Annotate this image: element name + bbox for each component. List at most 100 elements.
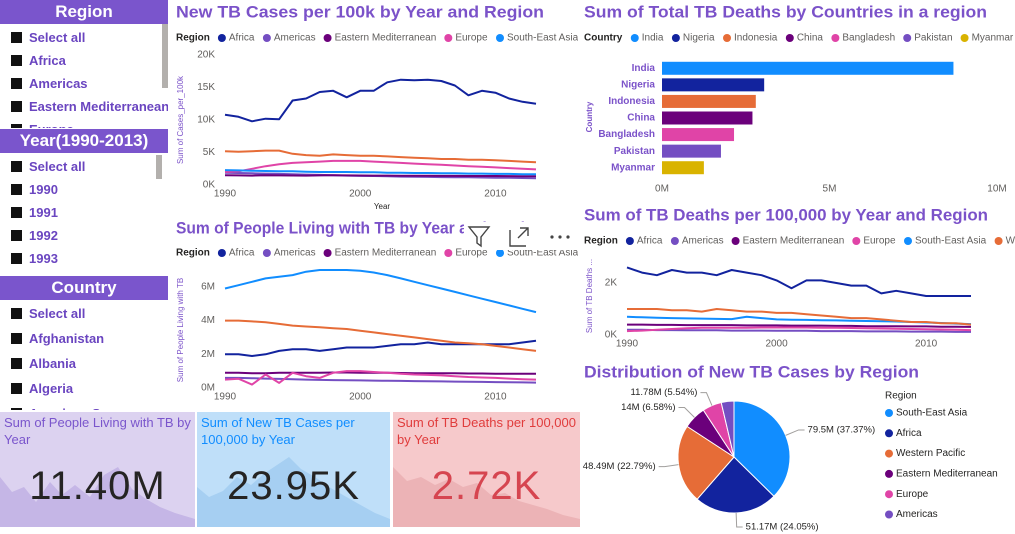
slicer-item[interactable]: 1992 <box>0 224 168 247</box>
legend-label: Eastern Mediterranean <box>896 469 998 480</box>
slicer-item[interactable]: Algeria <box>0 376 168 401</box>
legend-marker <box>262 34 271 42</box>
chart-title: Sum of TB Deaths per 100,000 by Year and… <box>584 205 988 224</box>
legend-label: Eastern Mediterranean <box>743 236 845 247</box>
legend-label: Myanmar <box>972 33 1014 44</box>
x-tick-label: 2000 <box>765 339 788 350</box>
legend-marker <box>994 237 1003 245</box>
checkbox[interactable] <box>11 408 22 410</box>
scrollbar[interactable] <box>162 24 168 88</box>
checkbox[interactable] <box>11 333 22 344</box>
legend-label: Africa <box>637 236 663 247</box>
slicer-item[interactable]: Africa <box>0 49 168 72</box>
card-title: Sum of New TB Cases per 100,000 by Year <box>201 415 355 447</box>
checkbox[interactable] <box>11 32 22 43</box>
slicer-item[interactable]: 1993 <box>0 247 168 269</box>
x-tick-label: 2000 <box>349 189 372 200</box>
data-label: 51.17M (24.05%) <box>746 521 819 532</box>
item-label: Albania <box>29 356 76 371</box>
x-axis-title: Year <box>374 202 391 211</box>
bar <box>662 161 704 175</box>
checkbox[interactable] <box>11 161 22 172</box>
series-line <box>225 319 537 352</box>
y-tick-label: 0K <box>605 330 618 341</box>
legend-marker <box>885 429 893 438</box>
card-value: 23.95K <box>227 464 360 508</box>
y-axis-title: Country <box>585 101 594 132</box>
sparkline-area <box>197 457 390 527</box>
slicer-item[interactable]: Afghanistan <box>0 326 168 351</box>
slicer-item[interactable]: Select all <box>0 26 168 49</box>
y-axis-title: Sum of People Living with TB <box>176 278 185 382</box>
checkbox[interactable] <box>11 230 22 241</box>
series-line <box>626 315 972 326</box>
legend-title: Region <box>176 248 210 259</box>
visual-toolbar <box>464 222 576 250</box>
checkbox[interactable] <box>11 207 22 218</box>
checkbox[interactable] <box>11 101 22 112</box>
country-slicer: Country Select all Afghanistan Albania A… <box>0 276 168 410</box>
legend-label: Western Pacific <box>1006 236 1015 247</box>
card-title: Sum of TB Deaths per 100,000 by Year <box>397 415 576 447</box>
legend-label: Eastern Mediterranean <box>335 33 437 44</box>
slicer-item[interactable]: American Samoa <box>0 401 168 410</box>
legend-marker <box>323 34 332 42</box>
checkbox[interactable] <box>11 308 22 319</box>
legend-label: Africa <box>229 248 255 259</box>
item-label: Europe <box>29 122 74 128</box>
legend-marker <box>723 34 732 42</box>
pie-slice <box>677 425 735 500</box>
item-label: Select all <box>29 159 86 174</box>
legend-marker <box>495 249 504 257</box>
series-line <box>224 370 537 386</box>
item-label: 1993 <box>29 251 58 266</box>
category-label: Indonesia <box>608 96 655 107</box>
card-sparkline <box>393 467 580 527</box>
series-line <box>224 159 537 173</box>
more-options-icon[interactable] <box>550 235 570 239</box>
data-label: 48.49M (22.79%) <box>583 461 656 472</box>
category-label: China <box>627 113 655 124</box>
bar <box>662 144 721 158</box>
slicer-item[interactable]: 1990 <box>0 178 168 201</box>
legend-marker <box>885 510 893 519</box>
legend-label: Bangladesh <box>842 33 895 44</box>
chart-panel: Sum of TB Deaths per 100,000 by Year and… <box>584 205 1015 349</box>
item-label: 1992 <box>29 228 58 243</box>
legend-label: Americas <box>896 509 938 520</box>
checkbox[interactable] <box>11 124 22 128</box>
x-tick-label: 1990 <box>616 339 639 350</box>
item-label: Americas <box>29 76 88 91</box>
slicer-item[interactable]: 1991 <box>0 201 168 224</box>
legend-label: South-East Asia <box>507 248 579 259</box>
series-line <box>627 323 972 328</box>
scrollbar[interactable] <box>156 155 162 179</box>
slicer-item[interactable]: Select all <box>0 155 168 178</box>
legend-marker <box>831 34 840 42</box>
series-line <box>626 266 971 297</box>
checkbox[interactable] <box>11 55 22 66</box>
legend-label: Western Pacific <box>598 248 667 259</box>
checkbox[interactable] <box>11 358 22 369</box>
category-label: Bangladesh <box>598 129 655 140</box>
slicer-item[interactable]: Europe <box>0 118 168 128</box>
checkbox[interactable] <box>11 253 22 264</box>
checkbox[interactable] <box>11 383 22 394</box>
leader-line <box>735 512 743 528</box>
checkbox[interactable] <box>11 184 22 195</box>
slicer-item[interactable]: Eastern Mediterranean <box>0 95 168 118</box>
checkbox[interactable] <box>11 78 22 89</box>
legend-label: Americas <box>682 236 724 247</box>
legend-marker <box>885 490 893 499</box>
focus-icon[interactable] <box>509 227 529 247</box>
slicer-item[interactable]: Americas <box>0 72 168 95</box>
item-label: Select all <box>29 306 86 321</box>
filter-icon[interactable] <box>467 226 491 248</box>
legend-title: Country <box>584 33 623 44</box>
y-axis-title: Sum of TB Deaths ... <box>585 259 594 333</box>
slicer-item[interactable]: Albania <box>0 351 168 376</box>
kpi-card: Sum of People Living with TB by Year 11.… <box>0 412 195 527</box>
item-label: Afghanistan <box>29 331 105 346</box>
slicer-item[interactable]: Select all <box>0 301 168 326</box>
legend-label: Europe <box>455 33 488 44</box>
